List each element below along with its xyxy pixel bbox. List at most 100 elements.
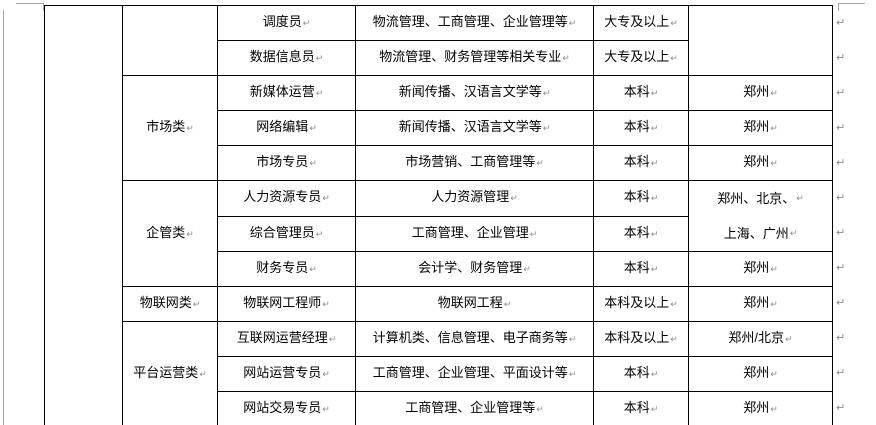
cell-text: 数据信息员 [249,49,315,64]
cell-majors[interactable]: 市场营销、工商管理等↵ [355,145,594,181]
cell-position[interactable]: 物联网工程师↵ [217,286,356,322]
job-positions-table: 调度员↵ 物流管理、工商管理、企业管理等↵ 大专及以上↵ 数据信息员↵ 物流管理… [44,5,833,425]
cell-majors[interactable]: 人力资源管理↵ [355,180,594,217]
paragraph-mark-icon: ↵ [770,300,778,310]
cell-education[interactable]: 本科↵ [593,215,689,252]
cell-category[interactable] [122,5,218,76]
cell-text: 本科 [623,260,650,275]
cell-text: 本科 [623,119,650,134]
paragraph-mark-icon: ↵ [536,159,544,169]
table-row: 企管类↵ 人力资源专员↵ 人力资源管理↵ 本科↵ 郑州、北京、 ↵ 上海、广州 ↵ [45,180,833,287]
cell-position[interactable]: 网站运营专员↵ [217,356,356,392]
cell-position[interactable]: 调度员↵ [217,5,356,41]
paragraph-mark-icon: ↵ [650,265,659,275]
cell-position[interactable]: 网站交易专员↵ [217,391,356,425]
table-row: 调度员↵ 物流管理、工商管理、企业管理等↵ 大专及以上↵ [44,5,833,425]
cell-majors[interactable]: 工商管理、企业管理↵ [355,215,594,252]
end-of-row-mark-icon: ↵ [836,16,846,29]
cell-location[interactable]: 郑州、北京、 ↵ 上海、广州 ↵ [688,180,833,252]
paragraph-mark-icon: ↵ [796,193,804,204]
cell-education[interactable]: 本科↵ [593,75,689,111]
cell-position[interactable]: 互联网运营经理↵ [217,321,356,357]
cell-education[interactable]: 本科↵ [593,145,689,181]
cell-majors[interactable]: 会计学、财务管理↵ [355,251,594,287]
cell-text: 企管类 [146,224,186,240]
paragraph-mark-icon: ↵ [770,370,778,380]
end-of-row-mark-icon: ↵ [836,51,846,64]
paragraph-mark-icon: ↵ [322,370,330,380]
cell-majors[interactable]: 工商管理、企业管理、平面设计等↵ [355,356,594,392]
cell-text: 财务专员 [256,260,309,275]
cell-text: 物流管理、财务管理等相关专业 [379,49,562,64]
cell-majors[interactable]: 新闻传播、汉语言文学等↵ [355,110,594,146]
cell-text: 物流管理、工商管理、企业管理等 [372,14,568,29]
paragraph-mark-icon: ↵ [770,405,778,415]
cell-spacer[interactable] [44,5,123,425]
cell-category[interactable]: 市场类↵ [122,75,218,181]
paragraph-mark-icon: ↵ [650,124,659,134]
location-line: 郑州、北京、 ↵ [690,182,832,217]
cell-location[interactable]: 郑州↵ [688,356,833,392]
cell-majors[interactable]: 新闻传播、汉语言文学等↵ [355,75,594,111]
cell-position[interactable]: 市场专员↵ [217,145,356,181]
cell-education[interactable]: 大专及以上↵ [593,5,689,41]
cell-location[interactable]: 郑州↵ [688,145,833,181]
end-of-row-mark-icon: ↵ [836,156,846,169]
cell-position[interactable]: 人力资源专员↵ [217,180,356,217]
cell-location[interactable]: 郑州↵ [688,391,833,425]
cell-category[interactable]: 平台运营类↵ [122,321,218,425]
cell-text: 市场专员 [256,154,309,169]
cell-position[interactable]: 综合管理员↵ [217,215,356,252]
table-row: 网站交易专员↵ 工商管理、企业管理等↵ 本科↵ 郑州↵ [45,391,833,425]
cell-category[interactable]: 物联网类↵ [122,286,218,322]
cell-text: 郑州 [743,84,770,99]
cell-majors[interactable]: 物流管理、工商管理、企业管理等↵ [355,5,594,41]
cell-position[interactable]: 财务专员↵ [217,251,356,287]
cell-education[interactable]: 本科↵ [593,251,689,287]
cell-category[interactable]: 企管类↵ [122,180,218,287]
cell-location[interactable] [688,5,833,76]
cell-education[interactable]: 本科及以上↵ [593,286,689,322]
location-line: 上海、广州 ↵ [690,216,832,251]
text-boundary-corner-right [838,3,865,11]
cell-position[interactable]: 网络编辑↵ [217,110,356,146]
cell-location[interactable]: 郑州↵ [688,110,833,146]
cell-location[interactable]: 郑州↵ [688,286,833,322]
cell-location[interactable]: 郑州↵ [688,251,833,287]
cell-position[interactable]: 新媒体运营↵ [217,75,356,111]
cell-education[interactable]: 本科↵ [593,110,689,146]
cell-text: 物联网工程师 [243,295,322,310]
cell-education[interactable]: 本科及以上↵ [593,321,689,357]
cell-position[interactable]: 数据信息员↵ [217,40,356,76]
paragraph-mark-icon: ↵ [315,229,324,240]
end-of-row-mark-icon: ↵ [836,296,846,309]
cell-text: 大专及以上 [604,14,670,29]
end-of-row-mark-icon: ↵ [836,331,846,344]
cell-majors[interactable]: 物流管理、财务管理等相关专业↵ [355,40,594,76]
cell-text: 网站交易专员 [243,400,322,415]
cell-text: 人力资源管理 [431,189,510,205]
paragraph-mark-icon: ↵ [568,335,577,345]
cell-location[interactable]: 郑州/北京↵ [688,321,833,357]
cell-education[interactable]: 本科↵ [593,356,689,392]
cell-text: 新闻传播、汉语言文学等 [398,84,542,99]
table-row: 网络编辑↵ 新闻传播、汉语言文学等↵ 本科↵ 郑州↵ [45,110,833,146]
paragraph-mark-icon: ↵ [186,229,194,240]
cell-education[interactable]: 本科↵ [593,180,689,217]
cell-education[interactable]: 本科↵ [593,391,689,425]
cell-text: 郑州 [743,154,770,169]
cell-majors[interactable]: 计算机类、信息管理、电子商务等↵ [355,321,594,357]
paragraph-mark-icon: ↵ [789,228,798,239]
end-of-row-mark-icon: ↵ [836,121,846,134]
paragraph-mark-icon: ↵ [770,124,778,134]
cell-text: 工商管理、企业管理、平面设计等 [372,365,568,380]
cell-location[interactable]: 郑州↵ [688,75,833,111]
cell-majors[interactable]: 物联网工程↵ [355,286,594,322]
cell-majors[interactable]: 工商管理、企业管理等↵ [355,391,594,425]
cell-text: 综合管理员 [249,224,315,240]
cell-education[interactable]: 大专及以上↵ [593,40,689,76]
cell-text: 市场营销、工商管理等 [405,154,536,169]
cell-text: 工商管理、企业管理 [411,224,529,240]
paragraph-mark-icon: ↵ [322,194,330,205]
